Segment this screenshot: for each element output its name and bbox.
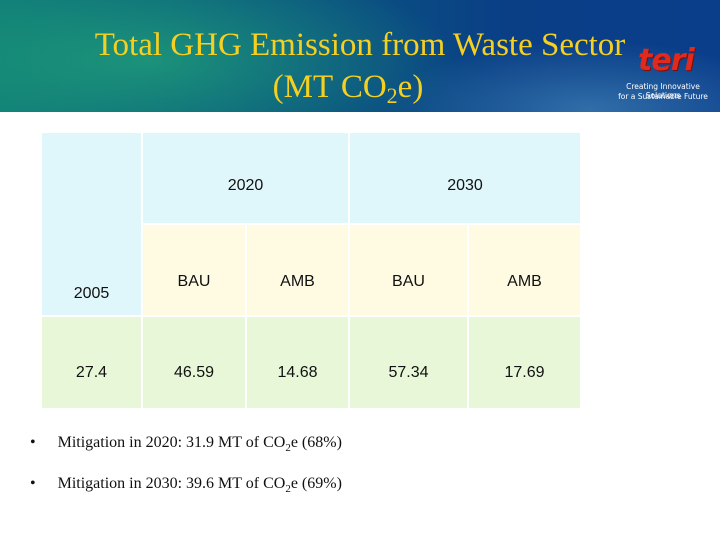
- bullet-dot-icon: •: [30, 475, 36, 492]
- value-label: 14.68: [277, 364, 318, 381]
- teri-logo-mark: teri: [638, 43, 695, 78]
- emissions-table: 2005 2020 2030 BAU AMB BAU AMB 27.4 46.5…: [41, 132, 581, 409]
- bullet-text-pre: Mitigation in 2030: 39.6 MT of CO: [57, 475, 286, 492]
- bullet-item-2020: • Mitigation in 2020: 31.9 MT of CO2e (6…: [30, 434, 342, 454]
- value-cell-2020-amb: 14.68: [247, 317, 348, 408]
- title-text-post: e): [397, 69, 424, 105]
- value-label: 57.34: [388, 364, 429, 381]
- bullet-subscript: 2: [285, 442, 291, 455]
- bullet-text-post: e (68%): [290, 434, 342, 451]
- scenario-cell-2030-amb: AMB: [469, 225, 580, 315]
- teri-logo: teri Creating Innovative Solutions for a…: [604, 44, 716, 104]
- year-2020-label: 2020: [227, 177, 264, 194]
- bullet-subscript: 2: [285, 483, 291, 496]
- base-year-header-cell: 2005: [42, 133, 141, 315]
- bullet-text-pre: Mitigation in 2020: 31.9 MT of CO: [57, 434, 286, 451]
- scenario-cell-2020-bau: BAU: [143, 225, 245, 315]
- slide-title-line2: (MT CO2e): [0, 68, 708, 112]
- scenario-cell-2030-bau: BAU: [350, 225, 467, 315]
- bullet-text: Mitigation in 2030: 39.6 MT of CO2e (69%…: [57, 475, 342, 496]
- title-subscript: 2: [386, 83, 398, 108]
- scenario-label: AMB: [507, 273, 542, 290]
- year-2030-label: 2030: [447, 177, 483, 194]
- value-cell-2030-bau: 57.34: [350, 317, 467, 408]
- year-2020-header-cell: 2020: [143, 133, 348, 223]
- scenario-label: BAU: [392, 273, 425, 290]
- value-cell-2020-bau: 46.59: [143, 317, 245, 408]
- bullet-text-post: e (69%): [290, 475, 342, 492]
- header-banner: Total GHG Emission from Waste Sector (MT…: [0, 0, 720, 112]
- scenario-label: BAU: [177, 273, 211, 290]
- banner-swoosh-decoration: [0, 0, 460, 112]
- scenario-label: AMB: [280, 273, 315, 290]
- bullet-dot-icon: •: [30, 434, 36, 451]
- scenario-cell-2020-amb: AMB: [247, 225, 348, 315]
- title-text-pre: (MT CO: [272, 69, 387, 105]
- slide-title-line1: Total GHG Emission from Waste Sector: [94, 27, 626, 63]
- logo-tagline-line1: Creating Innovative Solutions: [626, 82, 700, 100]
- value-cell-2005: 27.4: [42, 317, 141, 408]
- value-cell-2030-amb: 17.69: [469, 317, 580, 408]
- value-label: 17.69: [504, 364, 545, 381]
- value-label: 27.4: [75, 364, 108, 381]
- logo-tagline-line2: for a Sustainable Future: [618, 92, 708, 101]
- bullet-item-2030: • Mitigation in 2030: 39.6 MT of CO2e (6…: [30, 475, 342, 495]
- bullet-text: Mitigation in 2020: 31.9 MT of CO2e (68%…: [57, 434, 342, 455]
- value-label: 46.59: [173, 364, 215, 381]
- year-2030-header-cell: 2030: [350, 133, 580, 223]
- base-year-label: 2005: [73, 285, 110, 302]
